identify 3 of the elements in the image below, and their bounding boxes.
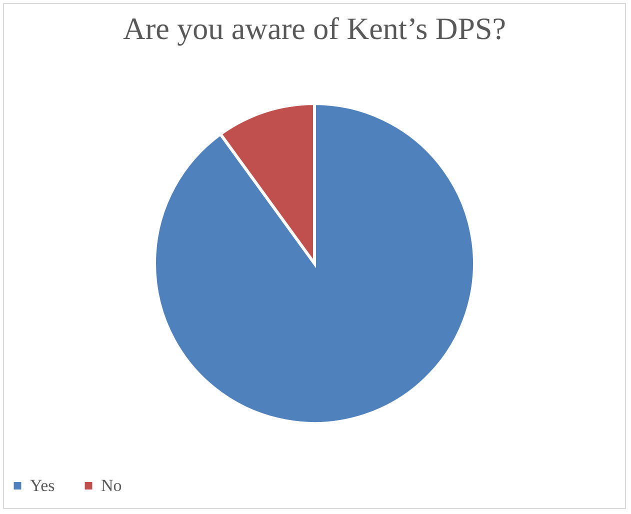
legend-label: Yes xyxy=(30,476,55,495)
legend-label: No xyxy=(101,476,122,495)
chart-title: Are you aware of Kent’s DPS? xyxy=(122,11,506,46)
